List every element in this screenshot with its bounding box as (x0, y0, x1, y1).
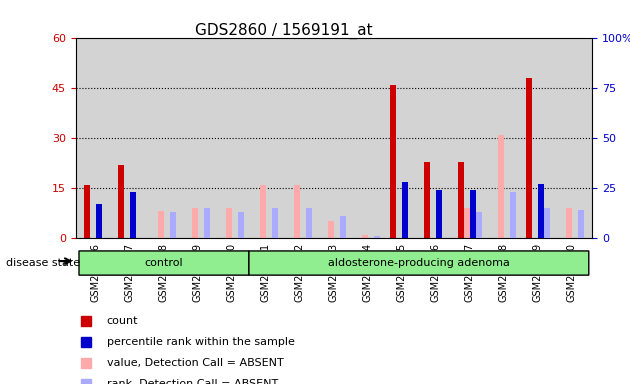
FancyBboxPatch shape (249, 251, 589, 275)
Bar (170, 212, 176, 238)
Bar (423, 162, 430, 238)
Bar (436, 190, 442, 238)
Bar (294, 185, 300, 238)
Bar (238, 212, 244, 238)
Bar (306, 208, 312, 238)
Text: disease state: disease state (6, 258, 81, 268)
Bar (525, 78, 532, 238)
Bar (118, 165, 124, 238)
Bar (328, 222, 334, 238)
Bar (374, 236, 380, 238)
Bar (402, 182, 408, 238)
Text: GDS2860 / 1569191_at: GDS2860 / 1569191_at (195, 23, 372, 39)
Bar (566, 208, 572, 238)
Text: control: control (145, 258, 183, 268)
Bar (362, 235, 368, 238)
Bar (340, 216, 346, 238)
Bar (389, 85, 396, 238)
Bar (498, 135, 504, 238)
Text: rank, Detection Call = ABSENT: rank, Detection Call = ABSENT (106, 379, 278, 384)
Bar (96, 204, 102, 238)
Bar (457, 162, 464, 238)
Text: count: count (106, 316, 138, 326)
Bar (578, 210, 584, 238)
Bar (510, 192, 516, 238)
Bar (272, 208, 278, 238)
Bar (260, 185, 266, 238)
Bar (226, 208, 232, 238)
Text: value, Detection Call = ABSENT: value, Detection Call = ABSENT (106, 358, 284, 368)
Bar (130, 192, 136, 238)
FancyBboxPatch shape (79, 251, 249, 275)
Bar (192, 208, 198, 238)
Bar (476, 212, 482, 238)
Text: percentile rank within the sample: percentile rank within the sample (106, 337, 294, 347)
Bar (84, 185, 90, 238)
Text: aldosterone-producing adenoma: aldosterone-producing adenoma (328, 258, 510, 268)
Bar (538, 184, 544, 238)
Bar (470, 190, 476, 238)
Bar (464, 208, 470, 238)
Bar (158, 212, 164, 238)
Bar (204, 208, 210, 238)
Bar (544, 208, 550, 238)
